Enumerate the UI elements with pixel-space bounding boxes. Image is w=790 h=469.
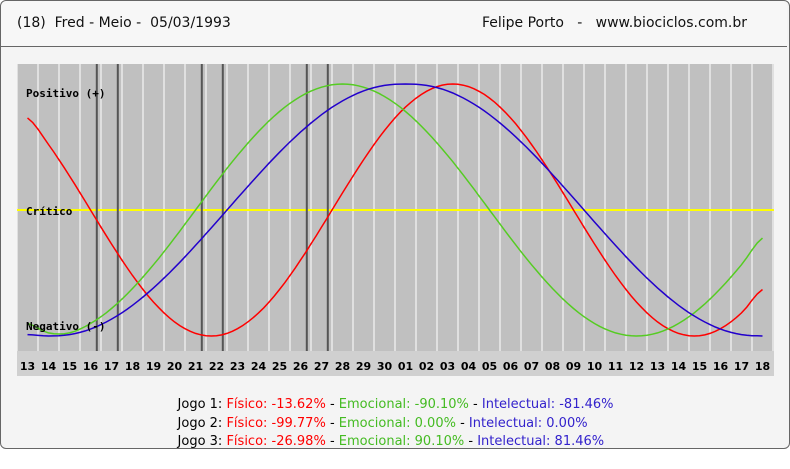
x-tick-label: 16 xyxy=(83,360,99,373)
author-site: Felipe Porto - www.biociclos.com.br xyxy=(481,15,747,31)
x-tick-label: 29 xyxy=(356,360,371,373)
summary-intelectual: Intelectual: -81.46% xyxy=(481,397,614,412)
x-tick-label: 19 xyxy=(146,360,161,373)
x-tick-label: 12 xyxy=(629,360,644,373)
summary-emocional: Emocional: -90.10% xyxy=(338,397,469,412)
subject-title: (18) Fred - Meio - 05/03/1993 xyxy=(17,15,231,31)
summary-sep: - xyxy=(455,416,469,431)
x-tick-label: 15 xyxy=(692,360,707,373)
x-tick-label: 18 xyxy=(755,360,770,373)
x-tick-label: 18 xyxy=(125,360,140,373)
x-tick-label: 22 xyxy=(209,360,224,373)
series-line-emocional xyxy=(27,83,764,337)
summary-fisico: Físico: -13.62% xyxy=(226,397,326,412)
x-tick-label: 13 xyxy=(20,360,35,373)
x-tick-label: 15 xyxy=(62,360,77,373)
x-tick-label: 27 xyxy=(314,360,329,373)
x-tick-label: 10 xyxy=(587,360,603,373)
x-tick-label: 17 xyxy=(104,360,119,373)
x-tick-label: 30 xyxy=(377,360,393,373)
x-tick-label: 05 xyxy=(482,360,497,373)
tick-strip xyxy=(17,351,774,376)
x-tick-label: 23 xyxy=(230,360,245,373)
summary-row-2: Jogo 2: Físico: -99.77% - Emocional: 0.0… xyxy=(161,397,588,451)
summary-fisico: Físico: -99.77% xyxy=(226,416,326,431)
x-tick-label: 02 xyxy=(419,360,434,373)
x-tick-label: 20 xyxy=(167,360,183,373)
biorhythm-chart: Positivo (+) Crítico Negativo (-) 13 14 15 16 1… xyxy=(16,64,774,376)
x-tick-label: 04 xyxy=(461,360,477,373)
x-tick-label: 03 xyxy=(440,360,455,373)
label-critico: Crítico xyxy=(26,205,73,218)
summary-sep: - xyxy=(325,397,339,412)
x-tick-label: 11 xyxy=(608,360,623,373)
summary-sep: - xyxy=(325,416,339,431)
label-positivo: Positivo (+) xyxy=(26,87,105,100)
x-tick-label: 17 xyxy=(734,360,749,373)
x-tick-label: 14 xyxy=(41,360,57,373)
series-line-físico xyxy=(27,83,763,337)
x-tick-label: 08 xyxy=(545,360,560,373)
summary-intelectual: Intelectual: 0.00% xyxy=(468,416,588,431)
summary-row-3: Jogo 3: Físico: -26.98% - Emocional: 90.… xyxy=(161,415,605,469)
x-tick-label: 06 xyxy=(503,360,519,373)
x-tick-label: 21 xyxy=(188,360,203,373)
x-tick-label: 26 xyxy=(293,360,309,373)
summary-emocional: Emocional: 0.00% xyxy=(338,416,456,431)
label-negativo: Negativo (-) xyxy=(26,320,105,333)
x-tick-label: 16 xyxy=(713,360,729,373)
summary-intelectual: Intelectual: 81.46% xyxy=(477,434,605,449)
summary-fisico: Físico: -26.98% xyxy=(226,434,326,449)
chart-svg: Positivo (+) Crítico Negativo (-) 13 14 15 16 1… xyxy=(16,64,774,376)
summary-sep: - xyxy=(464,434,478,449)
x-tick-label: 13 xyxy=(650,360,665,373)
summary-label: Jogo 3: xyxy=(177,434,223,449)
summary-emocional: Emocional: 90.10% xyxy=(338,434,465,449)
summary-label: Jogo 2: xyxy=(177,416,223,431)
summary-label: Jogo 1: xyxy=(177,397,223,412)
summary-sep: - xyxy=(468,397,482,412)
x-tick-label: 14 xyxy=(671,360,687,373)
series-line-intelectual xyxy=(27,83,763,337)
x-tick-label: 07 xyxy=(524,360,539,373)
x-tick-label: 01 xyxy=(398,360,413,373)
x-tick-label: 25 xyxy=(272,360,287,373)
x-tick-label: 28 xyxy=(335,360,350,373)
x-tick-label: 09 xyxy=(566,360,581,373)
x-tick-label: 24 xyxy=(251,360,267,373)
summary-row-1: Jogo 1: Físico: -13.62% - Emocional: -90… xyxy=(161,378,614,432)
header-bar: (18) Fred - Meio - 05/03/1993 Felipe Por… xyxy=(1,1,787,47)
summary-sep: - xyxy=(325,434,339,449)
